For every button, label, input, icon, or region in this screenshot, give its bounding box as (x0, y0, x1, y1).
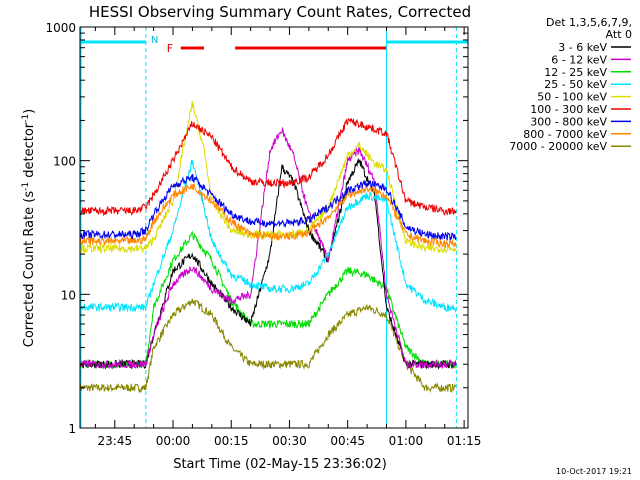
legend-label: 300 - 800 keV (530, 115, 607, 128)
series-line-4 (79, 100, 457, 254)
legend-label: 25 - 50 keV (544, 78, 607, 91)
legend-label: 50 - 100 keV (537, 91, 607, 104)
x-tick-label: 00:45 (330, 434, 365, 448)
y-tick-label: 10 (61, 288, 76, 302)
x-tick-label: 00:00 (156, 434, 191, 448)
y-axis-label-main: Corrected Count Rate (s (22, 191, 37, 348)
legend-label: 100 - 300 keV (530, 103, 607, 116)
legend-label: 3 - 6 keV (558, 41, 607, 54)
series-line-5 (79, 117, 457, 217)
y-tick-label: 1 (68, 422, 76, 436)
chart-title: HESSI Observing Summary Count Rates, Cor… (89, 3, 471, 21)
legend-header-line2: Att 0 (606, 28, 632, 41)
plot-area: NF 23:45 00:00 00:15 00:30 00:45 01:00 01:15 1 10… (45, 21, 481, 448)
legend-label: 7000 - 20000 keV (509, 140, 607, 153)
legend-label: 12 - 25 keV (544, 66, 607, 79)
series-line-1 (79, 126, 457, 370)
y-axis-label-sup1: -1 (21, 182, 31, 191)
y-axis-label-mid: detector (22, 122, 37, 182)
y-axis-label-end: ) (22, 109, 37, 114)
series-line-8 (79, 298, 457, 394)
y-tick-label: 100 (53, 155, 76, 169)
plot-frame (79, 26, 469, 429)
flare-label: F (167, 42, 173, 55)
x-tick-label: 00:15 (214, 434, 249, 448)
legend-label: 800 - 7000 keV (523, 128, 607, 141)
x-axis-label: Start Time (02-May-15 23:36:02) (173, 457, 387, 472)
y-tick-label: 1000 (45, 21, 76, 35)
series-line-7 (79, 183, 457, 249)
legend-header-line1: Det 1,3,5,6,7,9, (546, 16, 632, 29)
series-line-6 (79, 173, 457, 241)
timestamp: 10-Oct-2017 19:21 (556, 467, 632, 476)
x-tick-label: 01:15 (447, 434, 482, 448)
y-axis-label: Corrected Count Rate (s-1 detector-1) (21, 109, 37, 347)
series-line-3 (79, 159, 457, 314)
y-axis-label-sup2: -1 (21, 114, 31, 123)
legend-label: 6 - 12 keV (551, 53, 607, 66)
x-tick-label: 01:00 (389, 434, 424, 448)
night-label: N (151, 35, 158, 46)
x-tick-label: 00:30 (272, 434, 307, 448)
x-tick-label: 23:45 (98, 434, 133, 448)
